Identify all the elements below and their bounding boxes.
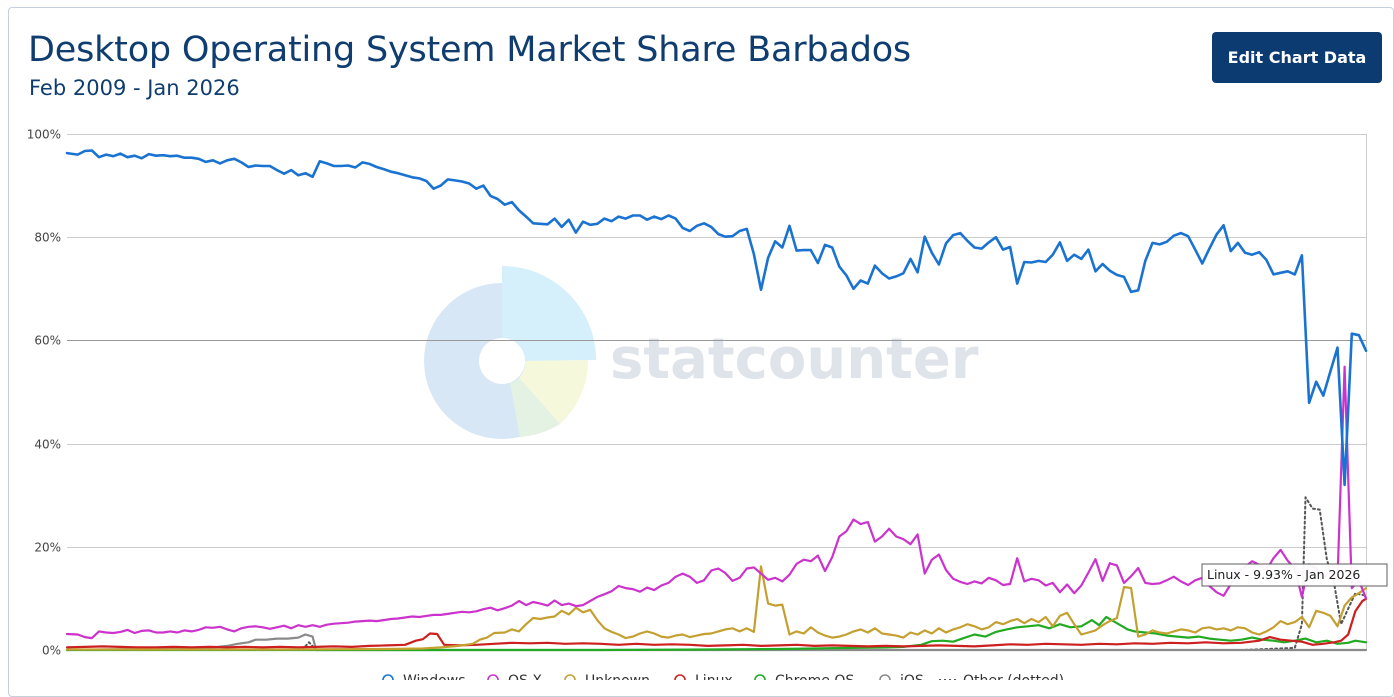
legend: Windows OS X Unknown Linux Chrome OS iOS Other… — [382, 673, 1064, 680]
legend-label: Unknown — [585, 673, 650, 680]
legend-label: Other (dotted) — [963, 673, 1064, 680]
legend-item[interactable]: OS X — [487, 673, 542, 680]
legend-marker — [487, 674, 499, 680]
legend-marker — [382, 674, 394, 680]
series-line-unknown — [65, 565, 1368, 651]
grid — [67, 134, 1367, 651]
series-line-windows — [65, 149, 1368, 487]
legend-item[interactable]: Unknown — [564, 673, 650, 680]
legend-item[interactable]: iOS — [879, 673, 924, 680]
market-share-chart: statcounter 0% 20% 40% 60% 80% 100% Linux - 9… — [27, 128, 1388, 680]
y-tick-label: 60% — [34, 334, 61, 348]
watermark-logo-yellow — [519, 360, 589, 424]
watermark-logo-cyan — [502, 266, 596, 361]
y-tick-label: 0% — [42, 644, 61, 658]
y-axis-labels: 0% 20% 40% 60% 80% 100% — [27, 128, 61, 658]
series-line-chrome-os — [65, 615, 1368, 652]
watermark-logo-green — [510, 378, 560, 437]
y-tick-label: 80% — [34, 231, 61, 245]
legend-label: iOS — [900, 673, 924, 680]
legend-label: OS X — [508, 673, 542, 680]
series-layer — [65, 149, 1368, 652]
legend-label: Windows — [403, 673, 466, 680]
legend-item[interactable]: Linux — [674, 673, 733, 680]
legend-label: Linux — [695, 673, 733, 680]
watermark-text: statcounter — [610, 327, 979, 392]
legend-label: Chrome OS — [775, 673, 854, 680]
watermark: statcounter — [424, 266, 979, 439]
legend-marker — [674, 674, 686, 680]
tooltip: Linux - 9.93% - Jan 2026 — [1201, 563, 1388, 587]
date-range-subtitle: Feb 2009 - Jan 2026 — [29, 76, 240, 100]
series-line-other-dotted — [66, 496, 1367, 651]
legend-marker — [564, 674, 576, 680]
series-line-os-x — [65, 365, 1368, 640]
tooltip-text: Linux - 9.93% - Jan 2026 — [1207, 567, 1360, 582]
legend-item[interactable]: Windows — [382, 673, 466, 680]
y-tick-label: 40% — [34, 438, 61, 452]
page-title: Desktop Operating System Market Share Ba… — [28, 30, 911, 70]
edit-chart-data-button[interactable]: Edit Chart Data — [1212, 32, 1382, 83]
legend-item[interactable]: Chrome OS — [754, 673, 854, 680]
tooltip-box — [1201, 563, 1388, 587]
legend-item[interactable]: Other (dotted) — [939, 673, 1064, 680]
y-tick-label: 100% — [27, 128, 61, 142]
legend-marker — [879, 674, 891, 680]
y-tick-label: 20% — [34, 541, 61, 555]
legend-marker — [754, 674, 766, 680]
series-line-linux — [65, 597, 1368, 649]
